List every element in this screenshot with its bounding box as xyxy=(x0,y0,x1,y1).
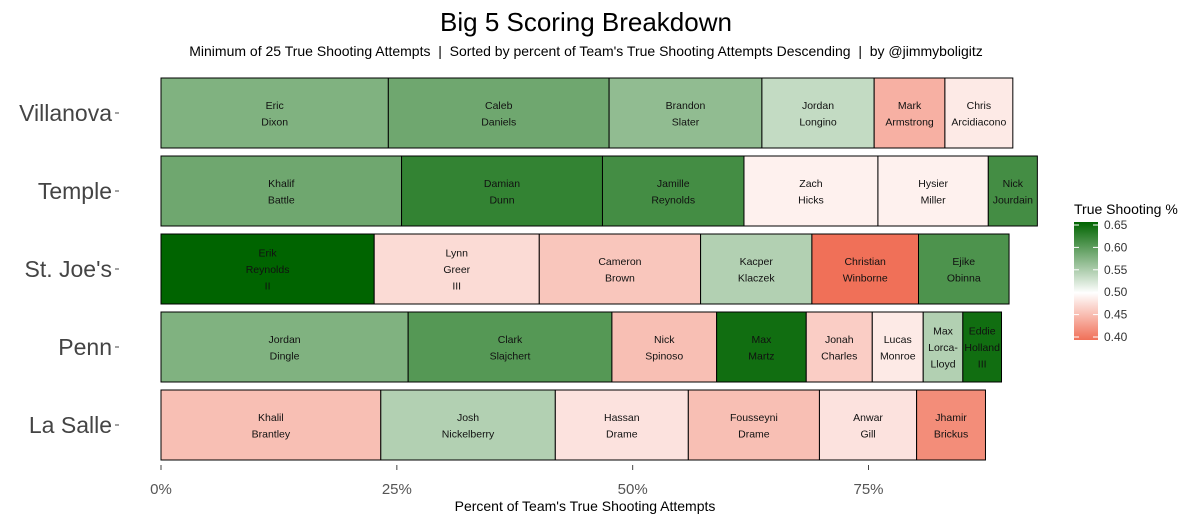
bar-segment xyxy=(962,311,1003,383)
bar-segment xyxy=(811,233,919,305)
bar-segment xyxy=(608,77,763,149)
segment-label: Kacper Klaczek xyxy=(738,256,776,285)
bar-segment xyxy=(922,311,964,383)
segment-label: Clark Slajchert xyxy=(490,334,531,363)
bar-segment xyxy=(871,311,924,383)
bar-segment xyxy=(160,155,403,227)
chart-title: Big 5 Scoring Breakdown xyxy=(440,7,732,37)
x-tick-label: 0% xyxy=(150,481,172,498)
team-label-la-salle: La Salle xyxy=(29,412,112,438)
bar-segment xyxy=(743,155,879,227)
bar-segment xyxy=(873,77,946,149)
segment-label: Hassan Drame xyxy=(604,412,640,441)
plot-area: Eric Dixon Caleb Daniels Brandon Slater Jordan… xyxy=(160,77,1038,461)
team-label-penn: Penn xyxy=(58,334,112,360)
bar-segment xyxy=(818,389,918,461)
segment-label: Ejike Obinna xyxy=(947,256,981,285)
bar-segment xyxy=(687,389,820,461)
bar-segment xyxy=(716,311,807,383)
segment-label: Chris Arcidiacono xyxy=(951,100,1006,129)
chart-subtitle: Minimum of 25 True Shooting Attempts | S… xyxy=(189,43,983,59)
team-label-temple: Temple xyxy=(38,178,112,204)
x-tick-label: 50% xyxy=(618,481,648,498)
bar-segment xyxy=(700,233,813,305)
legend-tick-label: 0.40 xyxy=(1104,330,1128,344)
bar-segment xyxy=(944,77,1014,149)
legend-tick-label: 0.50 xyxy=(1104,285,1128,299)
bar-segment xyxy=(160,233,375,305)
legend-tick-label: 0.65 xyxy=(1104,218,1128,232)
legend-title: True Shooting % xyxy=(1074,201,1178,217)
bar-segment xyxy=(160,77,389,149)
segment-label: Mark Armstrong xyxy=(885,100,934,129)
segment-label: Erik Reynolds II xyxy=(246,248,290,293)
bar-segment xyxy=(160,311,409,383)
team-label-villanova: Villanova xyxy=(19,100,112,126)
legend-ticks: 0.65 0.60 0.55 0.50 0.45 0.40 xyxy=(1074,218,1128,344)
legend-tick-label: 0.55 xyxy=(1104,263,1128,277)
bar-segment xyxy=(916,389,986,461)
team-bar-st-joe-s: Erik Reynolds II Lynn Greer III Cameron Brown Ka… xyxy=(160,233,1010,305)
bar-segment xyxy=(401,155,603,227)
x-tick-label: 75% xyxy=(853,481,883,498)
bar-segment xyxy=(611,311,718,383)
segment-label: Nick Spinoso xyxy=(645,334,683,363)
bar-segment xyxy=(407,311,613,383)
bar-segment xyxy=(160,389,382,461)
bar-segment xyxy=(373,233,540,305)
bar-segment xyxy=(538,233,702,305)
bar-segment xyxy=(380,389,556,461)
bar-segment xyxy=(554,389,689,461)
x-tick-label: 25% xyxy=(382,481,412,498)
legend-colorbar xyxy=(1074,222,1098,340)
bar-segment xyxy=(987,155,1038,227)
segment-label: Nick Jourdain xyxy=(993,178,1033,207)
bar-segment xyxy=(601,155,745,227)
x-axis: 0% 25% 50% 75% xyxy=(150,465,884,498)
segment-label: Zach Hicks xyxy=(798,178,824,207)
segment-label: Eric Dixon xyxy=(261,100,288,129)
segment-label: Jordan Longino xyxy=(799,100,837,129)
segment-label: Josh Nickelberry xyxy=(442,412,495,441)
bar-segment xyxy=(805,311,873,383)
y-axis: Villanova Temple St. Joe's Penn La Salle xyxy=(19,100,119,438)
segment-label: Anwar Gill xyxy=(853,412,883,441)
segment-label: Brandon Slater xyxy=(666,100,706,129)
team-bar-villanova: Eric Dixon Caleb Daniels Brandon Slater Jordan… xyxy=(160,77,1014,149)
legend-tick-label: 0.45 xyxy=(1104,308,1128,322)
segment-label: Max Lorca-Lloyd xyxy=(928,326,958,371)
segment-label: Christian Winborne xyxy=(843,256,888,285)
segment-label: Khalif Battle xyxy=(268,178,295,207)
team-bar-la-salle: Khalil Brantley Josh Nickelberry Hassan Drame… xyxy=(160,389,986,461)
segment-label: Lucas Monroe xyxy=(880,334,916,363)
segment-label: Caleb Daniels xyxy=(481,100,516,129)
segment-label: Khalil Brantley xyxy=(252,412,291,441)
bar-segment xyxy=(761,77,875,149)
legend: True Shooting % 0.65 0.60 0.55 0.50 0.45 0.40 xyxy=(1074,201,1178,344)
segment-label: Eddie Holland III xyxy=(964,326,1000,371)
segment-label: Jordan Dingle xyxy=(269,334,301,363)
segment-label: Jamille Reynolds xyxy=(651,178,695,207)
segment-label: Jhamir Brickus xyxy=(934,412,968,441)
team-bar-penn: Jordan Dingle Clark Slajchert Nick Spinoso Max… xyxy=(160,311,1003,383)
x-axis-label: Percent of Team's True Shooting Attempts xyxy=(455,498,716,514)
bar-segment xyxy=(917,233,1010,305)
segment-label: Max Martz xyxy=(748,334,774,363)
team-bar-temple: Khalif Battle Damian Dunn Jamille Reynolds Zac… xyxy=(160,155,1038,227)
segment-label: Cameron Brown xyxy=(598,256,641,285)
team-label-st-joe-s: St. Joe's xyxy=(25,256,113,282)
bar-segment xyxy=(387,77,610,149)
legend-tick-label: 0.60 xyxy=(1104,240,1128,254)
segment-label: Fousseyni Drame xyxy=(730,412,778,441)
segment-label: Hysier Miller xyxy=(918,178,948,207)
segment-label: Damian Dunn xyxy=(484,178,520,207)
segment-label: Jonah Charles xyxy=(821,334,857,363)
bar-segment xyxy=(877,155,989,227)
segment-label: Lynn Greer III xyxy=(443,248,470,293)
